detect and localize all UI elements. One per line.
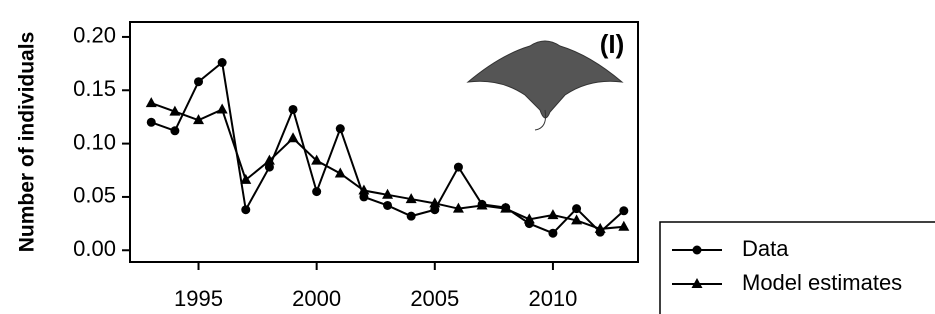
data-point: [619, 206, 628, 215]
y-tick-label: 0.10: [73, 129, 116, 154]
data-point: [336, 124, 345, 133]
legend-label: Model estimates: [742, 270, 902, 295]
data-point: [240, 174, 251, 184]
data-point: [572, 204, 581, 213]
data-point: [289, 105, 298, 114]
data-point: [218, 58, 227, 67]
y-tick-label: 0.20: [73, 23, 116, 48]
data-point: [618, 221, 629, 231]
x-tick-label: 2000: [292, 286, 341, 311]
x-tick-label: 2005: [410, 286, 459, 311]
legend-label: Data: [742, 236, 789, 261]
x-tick-label: 2010: [528, 286, 577, 311]
data-point: [194, 77, 203, 86]
y-axis-label: Number of individuals: [16, 32, 39, 253]
data-point: [217, 103, 228, 113]
y-tick-label: 0.00: [73, 236, 116, 261]
data-point: [170, 126, 179, 135]
data-point: [288, 132, 299, 142]
data-point: [383, 201, 392, 210]
data-point: [147, 118, 156, 127]
panel-label: (I): [600, 29, 625, 59]
legend-box: [660, 222, 935, 314]
y-tick-label: 0.15: [73, 76, 116, 101]
chart: Number of individuals (I) 0.00 0.05 0.10 0.…: [0, 0, 935, 314]
legend-marker: [693, 246, 702, 255]
data-point: [312, 187, 321, 196]
data-point: [454, 163, 463, 172]
data-point: [146, 97, 157, 107]
x-tick-label: 1995: [174, 286, 223, 311]
y-tick-label: 0.05: [73, 183, 116, 208]
data-point: [547, 209, 558, 219]
data-point: [548, 229, 557, 238]
data-point: [407, 212, 416, 221]
data-point: [241, 205, 250, 214]
